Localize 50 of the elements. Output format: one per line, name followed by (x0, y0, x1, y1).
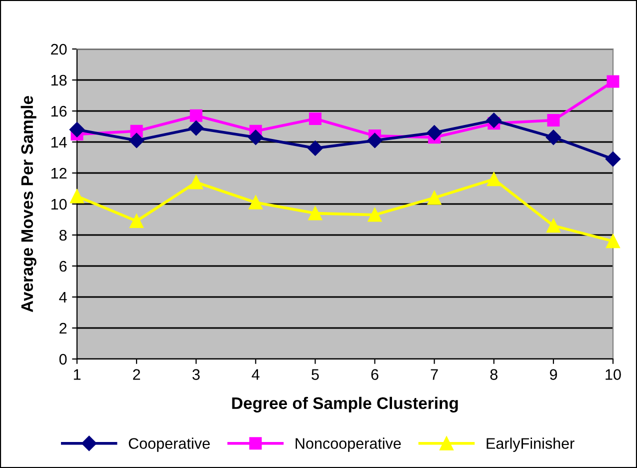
point (546, 130, 562, 145)
point (546, 218, 560, 233)
legend-label: Noncooperative (296, 438, 401, 452)
point (248, 130, 264, 145)
point (606, 234, 620, 248)
x-tick-label: 3 (192, 369, 200, 380)
point (248, 196, 263, 210)
x-tick-label: 2 (133, 369, 140, 380)
y-tick-label: 12 (51, 168, 67, 179)
y-axis-title: Average Moves Per Sample (20, 96, 36, 312)
point (190, 109, 202, 122)
point (606, 75, 620, 88)
x-tick-label: 7 (430, 369, 438, 380)
point (69, 122, 85, 138)
x-axis-title: Degree of Sample Clustering (232, 396, 458, 412)
point (368, 208, 382, 222)
point (70, 189, 84, 204)
y-tick-label: 10 (51, 198, 67, 210)
point (308, 112, 322, 125)
point (486, 112, 502, 128)
y-tick-label: 2 (60, 322, 67, 334)
legend-label: EarlyFinisher (486, 438, 574, 452)
x-tick-label: 8 (490, 369, 498, 380)
point (426, 125, 442, 140)
legend-label: Cooperative (128, 438, 210, 452)
x-tick-label: 6 (371, 369, 378, 380)
y-tick-label: 6 (60, 260, 67, 272)
y-tick-label: 20 (51, 44, 67, 55)
point (427, 190, 442, 205)
point (367, 132, 382, 148)
point (188, 120, 204, 136)
point (308, 206, 322, 220)
point (189, 175, 204, 190)
y-tick-label: 4 (59, 292, 67, 303)
x-tick-label: 5 (312, 369, 319, 380)
y-tick-label: 8 (59, 230, 67, 241)
y-tick-label: 14 (51, 137, 67, 148)
x-tick-label: 9 (550, 369, 557, 380)
x-tick-label: 10 (606, 369, 621, 380)
x-tick-label: 4 (252, 369, 260, 380)
point (130, 214, 144, 228)
point (547, 114, 560, 127)
y-tick-label: 16 (51, 106, 67, 117)
point (308, 140, 323, 156)
point (128, 132, 144, 148)
point (605, 151, 621, 167)
x-tick-label: 1 (74, 369, 81, 380)
point (486, 172, 501, 186)
y-tick-label: 0 (59, 354, 67, 365)
y-tick-label: 18 (51, 74, 67, 86)
